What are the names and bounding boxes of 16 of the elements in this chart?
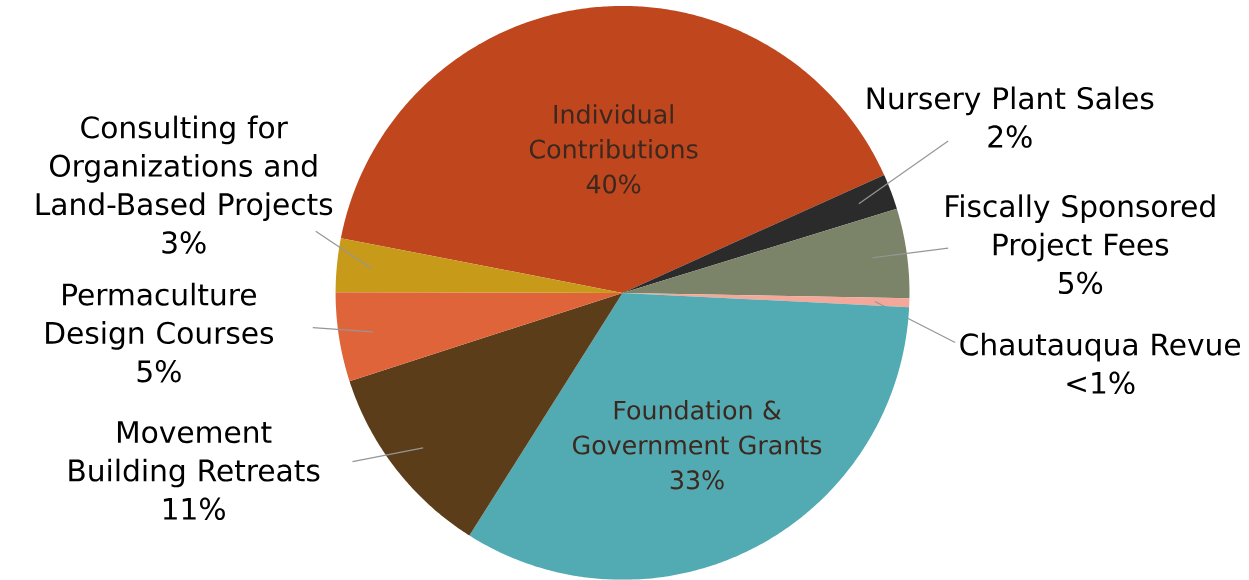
data-label: 3% xyxy=(162,231,206,254)
data-label: <1% xyxy=(1067,371,1135,395)
slice-label: Nursery Plant Sales xyxy=(867,86,1154,116)
data-label: 11% xyxy=(163,497,225,521)
data-label: 33% xyxy=(670,470,724,490)
data-label: 2% xyxy=(988,125,1032,148)
slice-label: Chautauqua Revue xyxy=(960,332,1241,362)
data-label: 40% xyxy=(586,174,641,194)
slice-label: Movement Building Retreats xyxy=(69,421,320,488)
data-label: 5% xyxy=(1059,271,1103,295)
slice-label: Foundation & Government Grants xyxy=(573,400,822,455)
slice-label: Fiscally Sponsored Project Fees xyxy=(946,194,1215,262)
slice-label: Consulting for Organizations and Land-Based Projects xyxy=(36,115,333,222)
data-label: 5% xyxy=(137,360,181,383)
slice-label: Individual Contributions xyxy=(529,104,698,159)
slice-label: Permaculture Design Courses xyxy=(46,282,274,350)
